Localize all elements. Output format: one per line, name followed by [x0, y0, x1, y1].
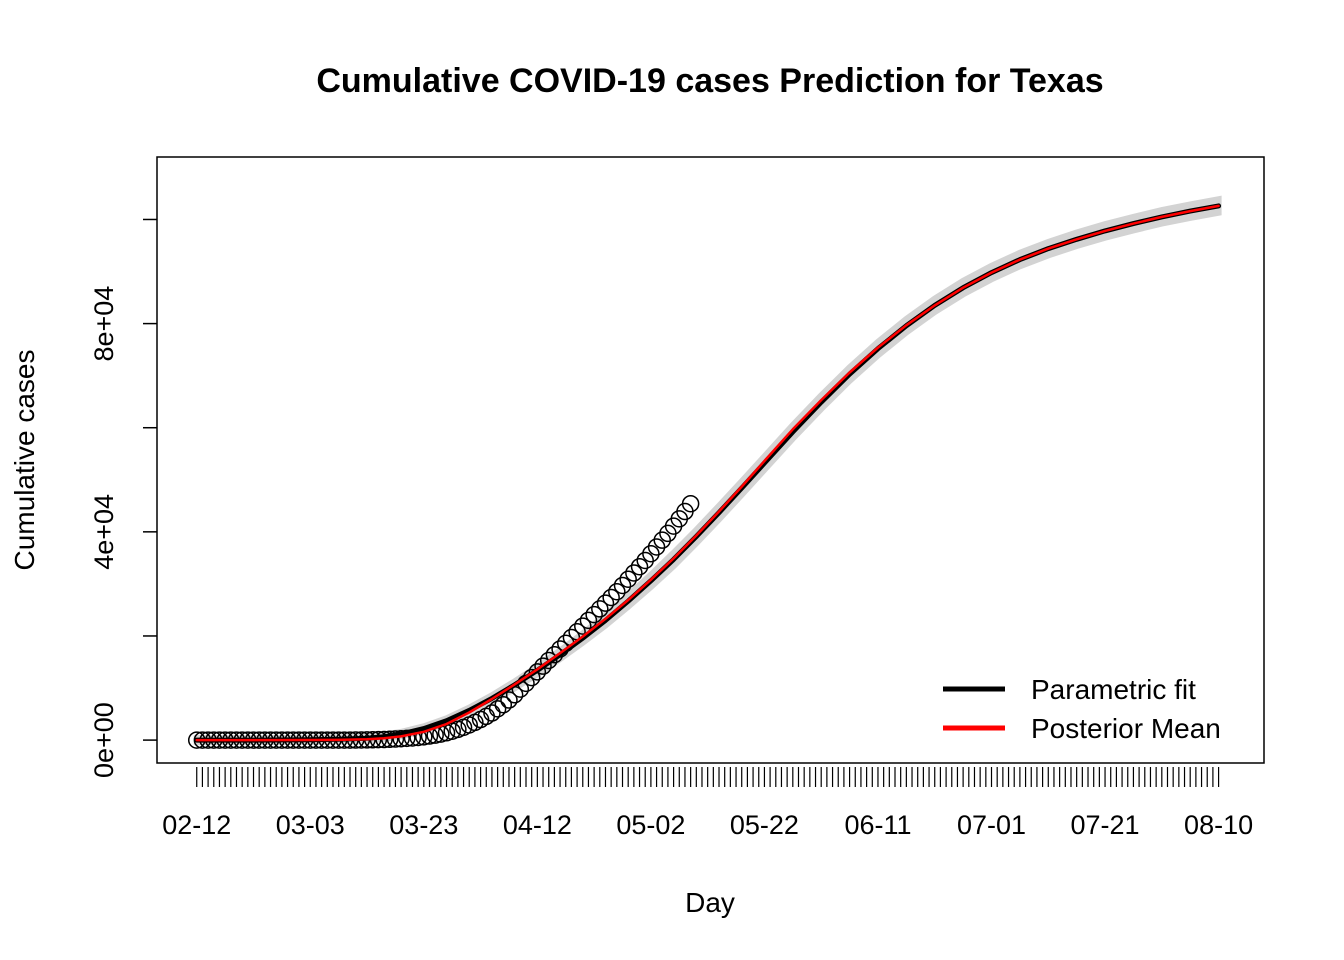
observed-point — [534, 657, 552, 675]
y-tick-label: 8e+04 — [89, 286, 119, 362]
x-tick-label: 03-23 — [389, 810, 458, 840]
observed-point — [619, 570, 637, 588]
x-axis-label: Day — [685, 887, 735, 918]
posterior-mean-line — [195, 204, 1220, 742]
observed-point — [613, 576, 632, 595]
observed-point — [500, 691, 518, 709]
x-tick-label: 06-11 — [844, 810, 911, 840]
x-tick-label: 05-02 — [616, 810, 685, 840]
observed-point — [494, 695, 513, 714]
x-tick-label: 07-21 — [1071, 810, 1140, 840]
observed-point — [630, 557, 649, 576]
observed-point — [539, 651, 558, 670]
observed-point — [579, 611, 598, 630]
legend-label-parametric-fit: Parametric fit — [1031, 674, 1196, 705]
observed-point — [591, 600, 609, 618]
observed-point — [636, 551, 654, 570]
observed-point — [596, 594, 615, 612]
observed-point — [642, 544, 660, 563]
observed-point — [647, 538, 666, 556]
observed-point — [585, 605, 603, 624]
x-tick-label: 07-01 — [957, 810, 1026, 840]
observed-point — [602, 588, 620, 607]
x-tick-label: 08-10 — [1184, 810, 1253, 840]
chart-title: Cumulative COVID-19 cases Prediction for… — [316, 62, 1103, 100]
observed-point — [625, 564, 643, 582]
legend-label-posterior-mean: Posterior Mean — [1031, 713, 1221, 744]
plot-area: 0e+00 4e+04 8e+04 02-12 03-03 03-23 04-12 05-02… — [89, 195, 1253, 840]
observed-point — [528, 663, 547, 681]
observed-point — [488, 700, 507, 718]
plot-frame — [156, 156, 1265, 764]
uncertainty-band — [193, 195, 1222, 746]
x-tick-label: 04-12 — [503, 810, 572, 840]
y-axis-label: Cumulative cases — [9, 350, 40, 571]
observed-point — [653, 531, 671, 549]
parametric-fit-line — [194, 203, 1222, 743]
x-tick-label: 03-03 — [276, 810, 345, 840]
observed-point — [608, 582, 626, 601]
legend: Parametric fit Posterior Mean — [943, 674, 1221, 744]
x-tick-label: 05-22 — [730, 810, 799, 840]
observed-point — [392, 729, 410, 748]
observed-point — [574, 617, 592, 635]
y-tick-label: 4e+04 — [89, 494, 119, 570]
observed-point — [483, 704, 501, 722]
y-tick-label: 0e+00 — [89, 702, 119, 778]
x-tick-label: 02-12 — [162, 810, 231, 840]
observed-point — [681, 494, 700, 513]
